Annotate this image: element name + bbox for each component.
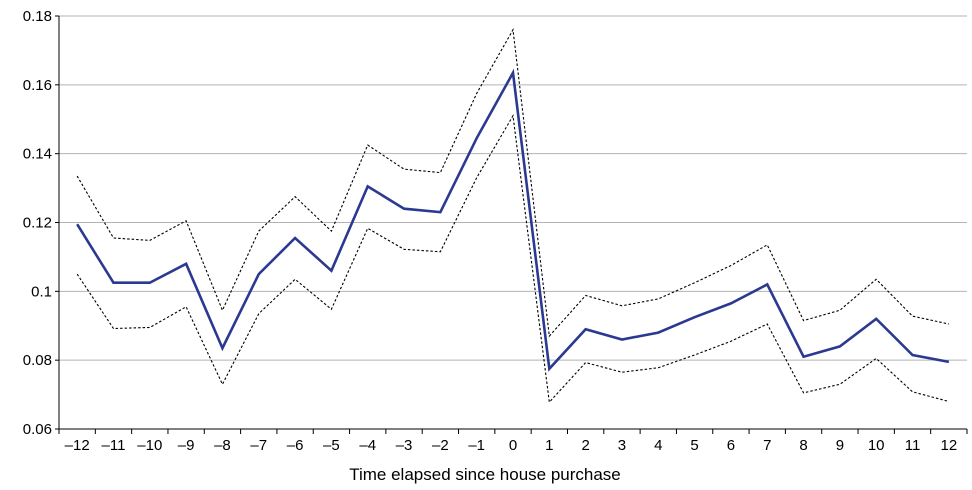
x-tick-label: –7 [250, 437, 267, 454]
x-tick-label: –11 [102, 437, 126, 454]
x-tick-label: 5 [690, 437, 698, 454]
x-axis-label: Time elapsed since house purchase [349, 465, 621, 484]
x-tick-label: –6 [287, 437, 304, 454]
x-tick-label: –1 [468, 437, 485, 454]
series-line-upper-bound [76, 28, 949, 338]
x-tick-label: 2 [581, 437, 589, 454]
x-tick-label: –12 [65, 437, 90, 454]
x-tick-label: 12 [940, 437, 957, 454]
x-tick-label: 0 [509, 437, 517, 454]
x-tick-labels: –12 –11 –10 –9 –8 –7 –6 –5 –4 –3 –2 –1 0 1 2 3 4 5 6 7 8 9 10 1… [65, 437, 958, 454]
y-tick-label: 0.14 [23, 146, 52, 163]
x-tick-label: 9 [836, 437, 844, 454]
series-line-lower-bound [76, 114, 949, 404]
series-line-estimate [76, 68, 950, 372]
x-tick-label: –2 [432, 437, 449, 454]
axes [55, 15, 968, 434]
y-tick-label: 0.12 [23, 215, 52, 232]
x-tick-label: –5 [323, 437, 340, 454]
x-tick-label: –8 [214, 437, 231, 454]
y-tick-labels: 0.06 0.08 0.1 0.12 0.14 0.16 0.18 [23, 8, 52, 438]
x-tick-label: –9 [178, 437, 195, 454]
y-tick-label: 0.1 [31, 283, 52, 300]
x-tick-label: –3 [396, 437, 413, 454]
x-tick-label: 4 [654, 437, 662, 454]
x-tick-label: 11 [905, 437, 921, 454]
x-tick-label: 8 [799, 437, 807, 454]
x-tick-label: 3 [618, 437, 626, 454]
x-tick-label: 10 [868, 437, 885, 454]
y-tick-label: 0.16 [23, 77, 52, 94]
x-tick-label: –4 [359, 437, 376, 454]
y-tick-label: 0.08 [23, 352, 52, 369]
y-tick-label: 0.18 [23, 8, 52, 25]
y-tick-label: 0.06 [23, 421, 52, 438]
gridlines [59, 15, 967, 361]
x-tick-label: 1 [545, 437, 553, 454]
x-tick-label: 6 [727, 437, 735, 454]
x-tick-label: 7 [763, 437, 771, 454]
series-lines [76, 28, 950, 404]
x-tick-label: –10 [137, 437, 162, 454]
